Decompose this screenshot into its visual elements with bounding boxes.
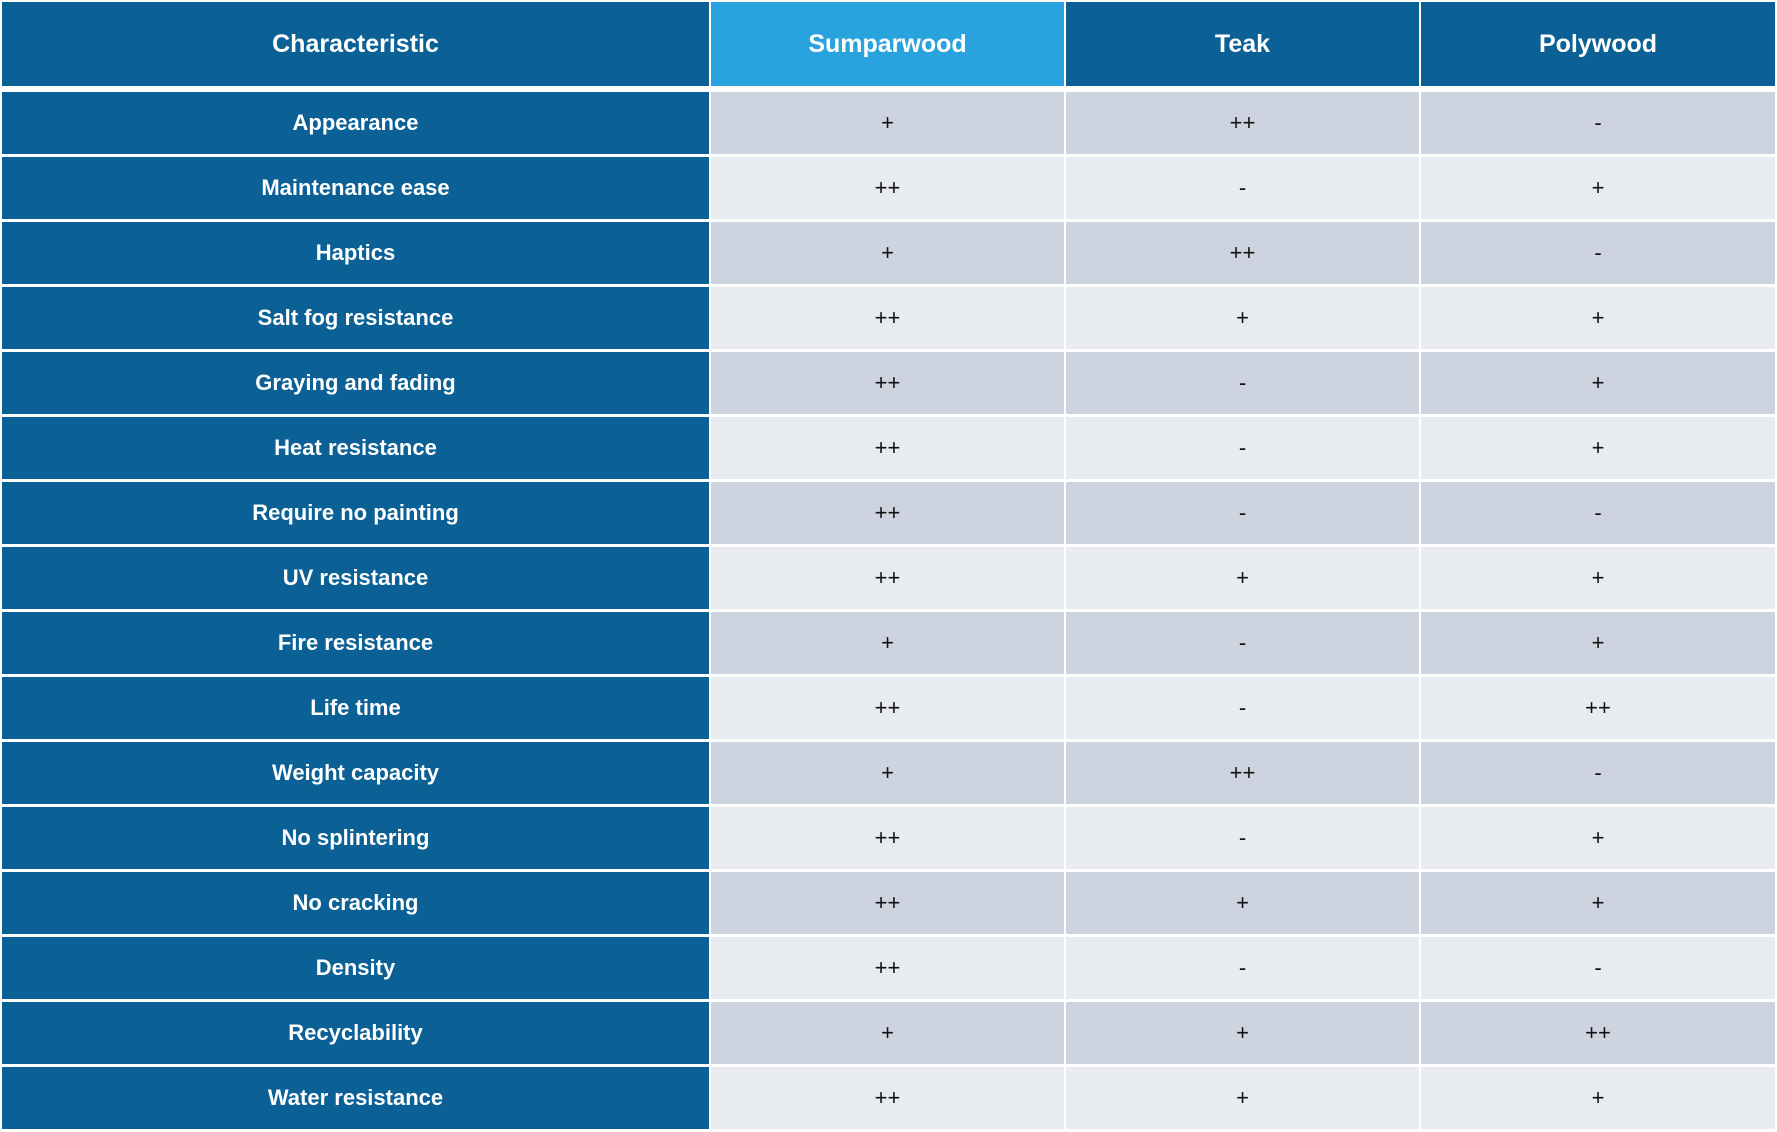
rating-polywood: + [1421,287,1775,352]
rating-polywood: - [1421,222,1775,287]
rating-sumparwood: ++ [711,482,1066,547]
rating-sumparwood: ++ [711,352,1066,417]
rating-sumparwood: + [711,222,1066,287]
rating-sumparwood: ++ [711,677,1066,742]
rating-teak: + [1066,1002,1421,1067]
rating-teak: - [1066,612,1421,677]
rating-polywood: + [1421,352,1775,417]
table-row: Graying and fading ++ - + [2,352,1775,417]
rating-sumparwood: + [711,742,1066,807]
rating-polywood: + [1421,872,1775,937]
row-characteristic-label: Life time [2,677,711,742]
rating-teak: + [1066,287,1421,352]
header-teak: Teak [1066,2,1421,92]
rating-sumparwood: ++ [711,1067,1066,1132]
rating-teak: - [1066,677,1421,742]
rating-sumparwood: ++ [711,937,1066,1002]
row-characteristic-label: Fire resistance [2,612,711,677]
row-characteristic-label: Graying and fading [2,352,711,417]
rating-teak: + [1066,1067,1421,1132]
rating-teak: ++ [1066,742,1421,807]
rating-polywood: + [1421,417,1775,482]
table-row: Density ++ - - [2,937,1775,1002]
rating-polywood: + [1421,1067,1775,1132]
table-row: Water resistance ++ + + [2,1067,1775,1132]
table-row: Salt fog resistance ++ + + [2,287,1775,352]
rating-polywood: + [1421,807,1775,872]
row-characteristic-label: No splintering [2,807,711,872]
rating-teak: ++ [1066,92,1421,157]
rating-sumparwood: ++ [711,547,1066,612]
rating-sumparwood: + [711,92,1066,157]
table-row: Maintenance ease ++ - + [2,157,1775,222]
rating-teak: - [1066,482,1421,547]
header-row: Characteristic Sumparwood Teak Polywood [2,2,1775,92]
row-characteristic-label: Weight capacity [2,742,711,807]
rating-teak: - [1066,157,1421,222]
rating-polywood: ++ [1421,1002,1775,1067]
rating-teak: + [1066,872,1421,937]
table-body: Appearance + ++ - Maintenance ease ++ - + Haptic… [2,92,1775,1132]
table-row: Heat resistance ++ - + [2,417,1775,482]
table-row: No cracking ++ + + [2,872,1775,937]
rating-polywood: - [1421,742,1775,807]
row-characteristic-label: Maintenance ease [2,157,711,222]
table-row: UV resistance ++ + + [2,547,1775,612]
rating-polywood: - [1421,937,1775,1002]
rating-teak: - [1066,937,1421,1002]
table-row: Life time ++ - ++ [2,677,1775,742]
row-characteristic-label: UV resistance [2,547,711,612]
rating-sumparwood: ++ [711,872,1066,937]
rating-sumparwood: ++ [711,807,1066,872]
rating-teak: - [1066,352,1421,417]
row-characteristic-label: No cracking [2,872,711,937]
rating-polywood: ++ [1421,677,1775,742]
row-characteristic-label: Require no painting [2,482,711,547]
rating-sumparwood: ++ [711,287,1066,352]
rating-polywood: + [1421,612,1775,677]
table-row: Fire resistance + - + [2,612,1775,677]
rating-teak: + [1066,547,1421,612]
rating-teak: - [1066,417,1421,482]
table-row: Haptics + ++ - [2,222,1775,287]
rating-sumparwood: + [711,1002,1066,1067]
rating-polywood: - [1421,92,1775,157]
rating-sumparwood: ++ [711,157,1066,222]
row-characteristic-label: Haptics [2,222,711,287]
table-row: Appearance + ++ - [2,92,1775,157]
header-sumparwood: Sumparwood [711,2,1066,92]
table-row: Weight capacity + ++ - [2,742,1775,807]
table-row: No splintering ++ - + [2,807,1775,872]
rating-polywood: + [1421,547,1775,612]
row-characteristic-label: Density [2,937,711,1002]
row-characteristic-label: Recyclability [2,1002,711,1067]
row-characteristic-label: Appearance [2,92,711,157]
row-characteristic-label: Water resistance [2,1067,711,1132]
row-characteristic-label: Heat resistance [2,417,711,482]
header-characteristic: Characteristic [2,2,711,92]
rating-sumparwood: + [711,612,1066,677]
rating-polywood: - [1421,482,1775,547]
rating-teak: - [1066,807,1421,872]
table-row: Require no painting ++ - - [2,482,1775,547]
header-polywood: Polywood [1421,2,1775,92]
table-row: Recyclability + + ++ [2,1002,1775,1067]
rating-teak: ++ [1066,222,1421,287]
rating-polywood: + [1421,157,1775,222]
rating-sumparwood: ++ [711,417,1066,482]
row-characteristic-label: Salt fog resistance [2,287,711,352]
